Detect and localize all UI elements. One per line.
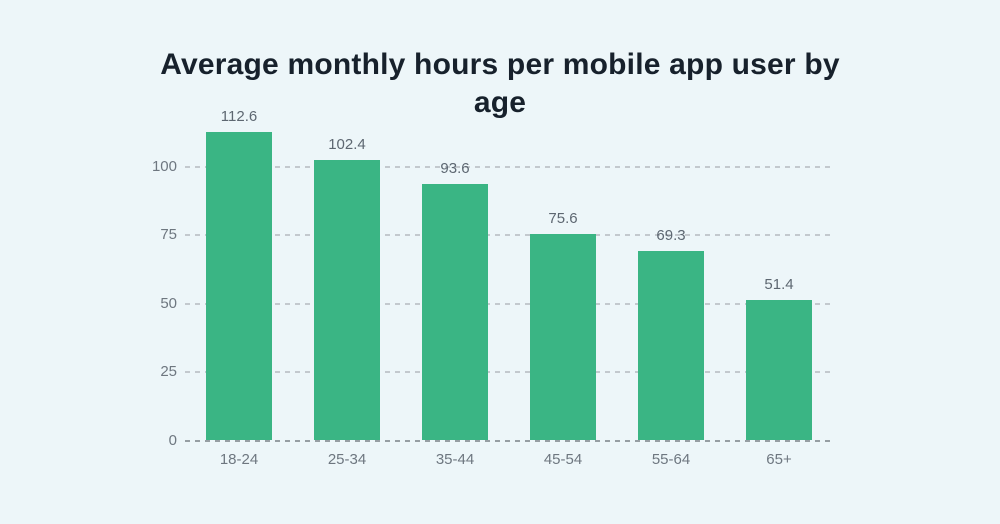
bar-35-44 bbox=[422, 184, 488, 441]
y-tick-label: 100 bbox=[151, 157, 177, 175]
gridline-y50 bbox=[185, 302, 833, 305]
bar-value-label: 93.6 bbox=[440, 160, 470, 178]
bar-value-label: 112.6 bbox=[220, 108, 258, 126]
gridline-y75 bbox=[185, 234, 833, 237]
y-tick-label: 50 bbox=[160, 294, 177, 312]
x-tick-label: 35-44 bbox=[435, 450, 475, 468]
bar-value-label: 75.6 bbox=[548, 209, 578, 227]
y-tick-label: 75 bbox=[160, 226, 177, 244]
bar-18-24 bbox=[206, 132, 272, 441]
y-tick-label: 25 bbox=[160, 363, 177, 381]
bar-value-label: 102.4 bbox=[328, 136, 366, 154]
gridline-y100 bbox=[185, 165, 833, 168]
bar-65+ bbox=[746, 299, 812, 441]
x-tick-label: 18-24 bbox=[219, 450, 259, 468]
bar-value-label: 69.3 bbox=[656, 226, 686, 244]
x-tick-label: 25-34 bbox=[327, 450, 367, 468]
gridline-baseline-overlay bbox=[185, 439, 833, 442]
y-tick-label: 0 bbox=[168, 431, 177, 449]
chart-title: Average monthly hours per mobile app use… bbox=[160, 48, 840, 119]
gridline-y0 bbox=[185, 439, 833, 442]
gridline-y25 bbox=[185, 371, 833, 374]
bar-25-34 bbox=[314, 160, 380, 441]
bar-45-54 bbox=[530, 233, 596, 441]
x-tick-label: 45-54 bbox=[543, 450, 583, 468]
x-tick-label: 55-64 bbox=[651, 450, 691, 468]
bar-value-label: 51.4 bbox=[764, 275, 794, 293]
bar-55-64 bbox=[638, 250, 704, 441]
x-tick-label: 65+ bbox=[766, 450, 792, 468]
